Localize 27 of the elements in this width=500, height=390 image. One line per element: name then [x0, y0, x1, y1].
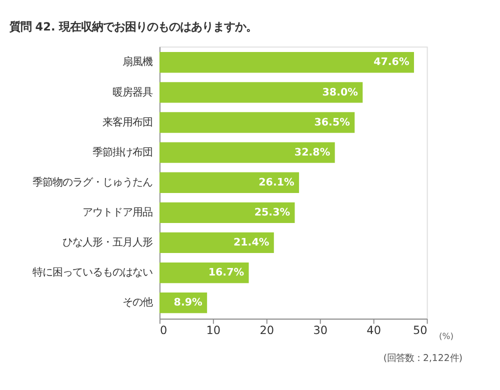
- data-label: 32.8%: [294, 146, 330, 158]
- text: (回答数：2,122件): [383, 352, 462, 364]
- y-tick-label: アウトドア用品: [82, 206, 152, 218]
- data-label: 16.7%: [208, 266, 244, 279]
- x-axis-title: (%): [438, 330, 454, 341]
- y-tick-label: 季節物のラグ・じゅうたん: [32, 176, 152, 188]
- data-label: 47.6%: [374, 56, 410, 68]
- x-tick-label: 20: [260, 324, 274, 338]
- x-tick-label: 30: [313, 324, 328, 338]
- x-tick-label: 50: [412, 324, 428, 338]
- data-label: 8.9%: [174, 296, 202, 309]
- y-tick-label: 特に困っているものはない: [32, 266, 152, 279]
- y-tick-label: 扇風機: [122, 56, 152, 68]
- data-label: 36.5%: [314, 116, 350, 128]
- y-tick-label: 季節掛け布団: [92, 146, 152, 158]
- data-label: 26.1%: [258, 176, 294, 188]
- data-label: 25.3%: [254, 206, 290, 218]
- data-label: 21.4%: [233, 236, 270, 249]
- y-tick-label: ひな人形・五月人形: [62, 236, 152, 249]
- y-tick-label: その他: [122, 296, 152, 309]
- data-label: 38.0%: [322, 86, 358, 98]
- y-tick-label: 暖房器具: [112, 86, 152, 98]
- chart-title: 質問 42. 現在収納でお困りのものはありますか。: [8, 20, 258, 34]
- x-tick-label: 0: [160, 324, 168, 338]
- x-tick-label: 40: [366, 324, 381, 338]
- x-tick-label: 10: [206, 324, 221, 338]
- y-tick-label: 来客用布団: [102, 116, 152, 128]
